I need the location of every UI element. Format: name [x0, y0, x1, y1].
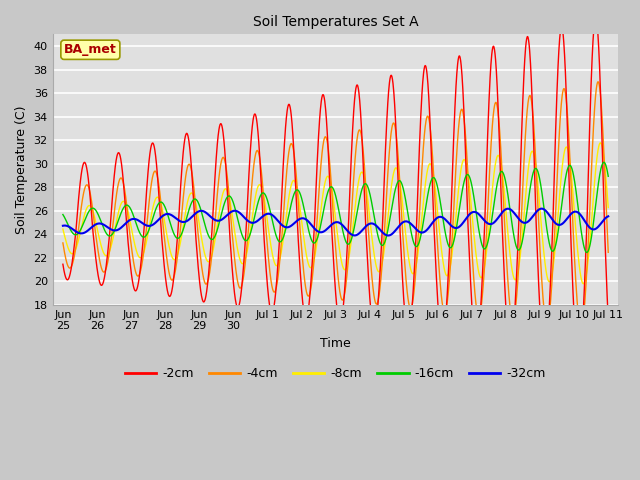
- Y-axis label: Soil Temperature (C): Soil Temperature (C): [15, 106, 28, 234]
- Text: BA_met: BA_met: [64, 43, 116, 56]
- Title: Soil Temperatures Set A: Soil Temperatures Set A: [253, 15, 419, 29]
- Legend: -2cm, -4cm, -8cm, -16cm, -32cm: -2cm, -4cm, -8cm, -16cm, -32cm: [120, 362, 551, 385]
- X-axis label: Time: Time: [320, 337, 351, 350]
